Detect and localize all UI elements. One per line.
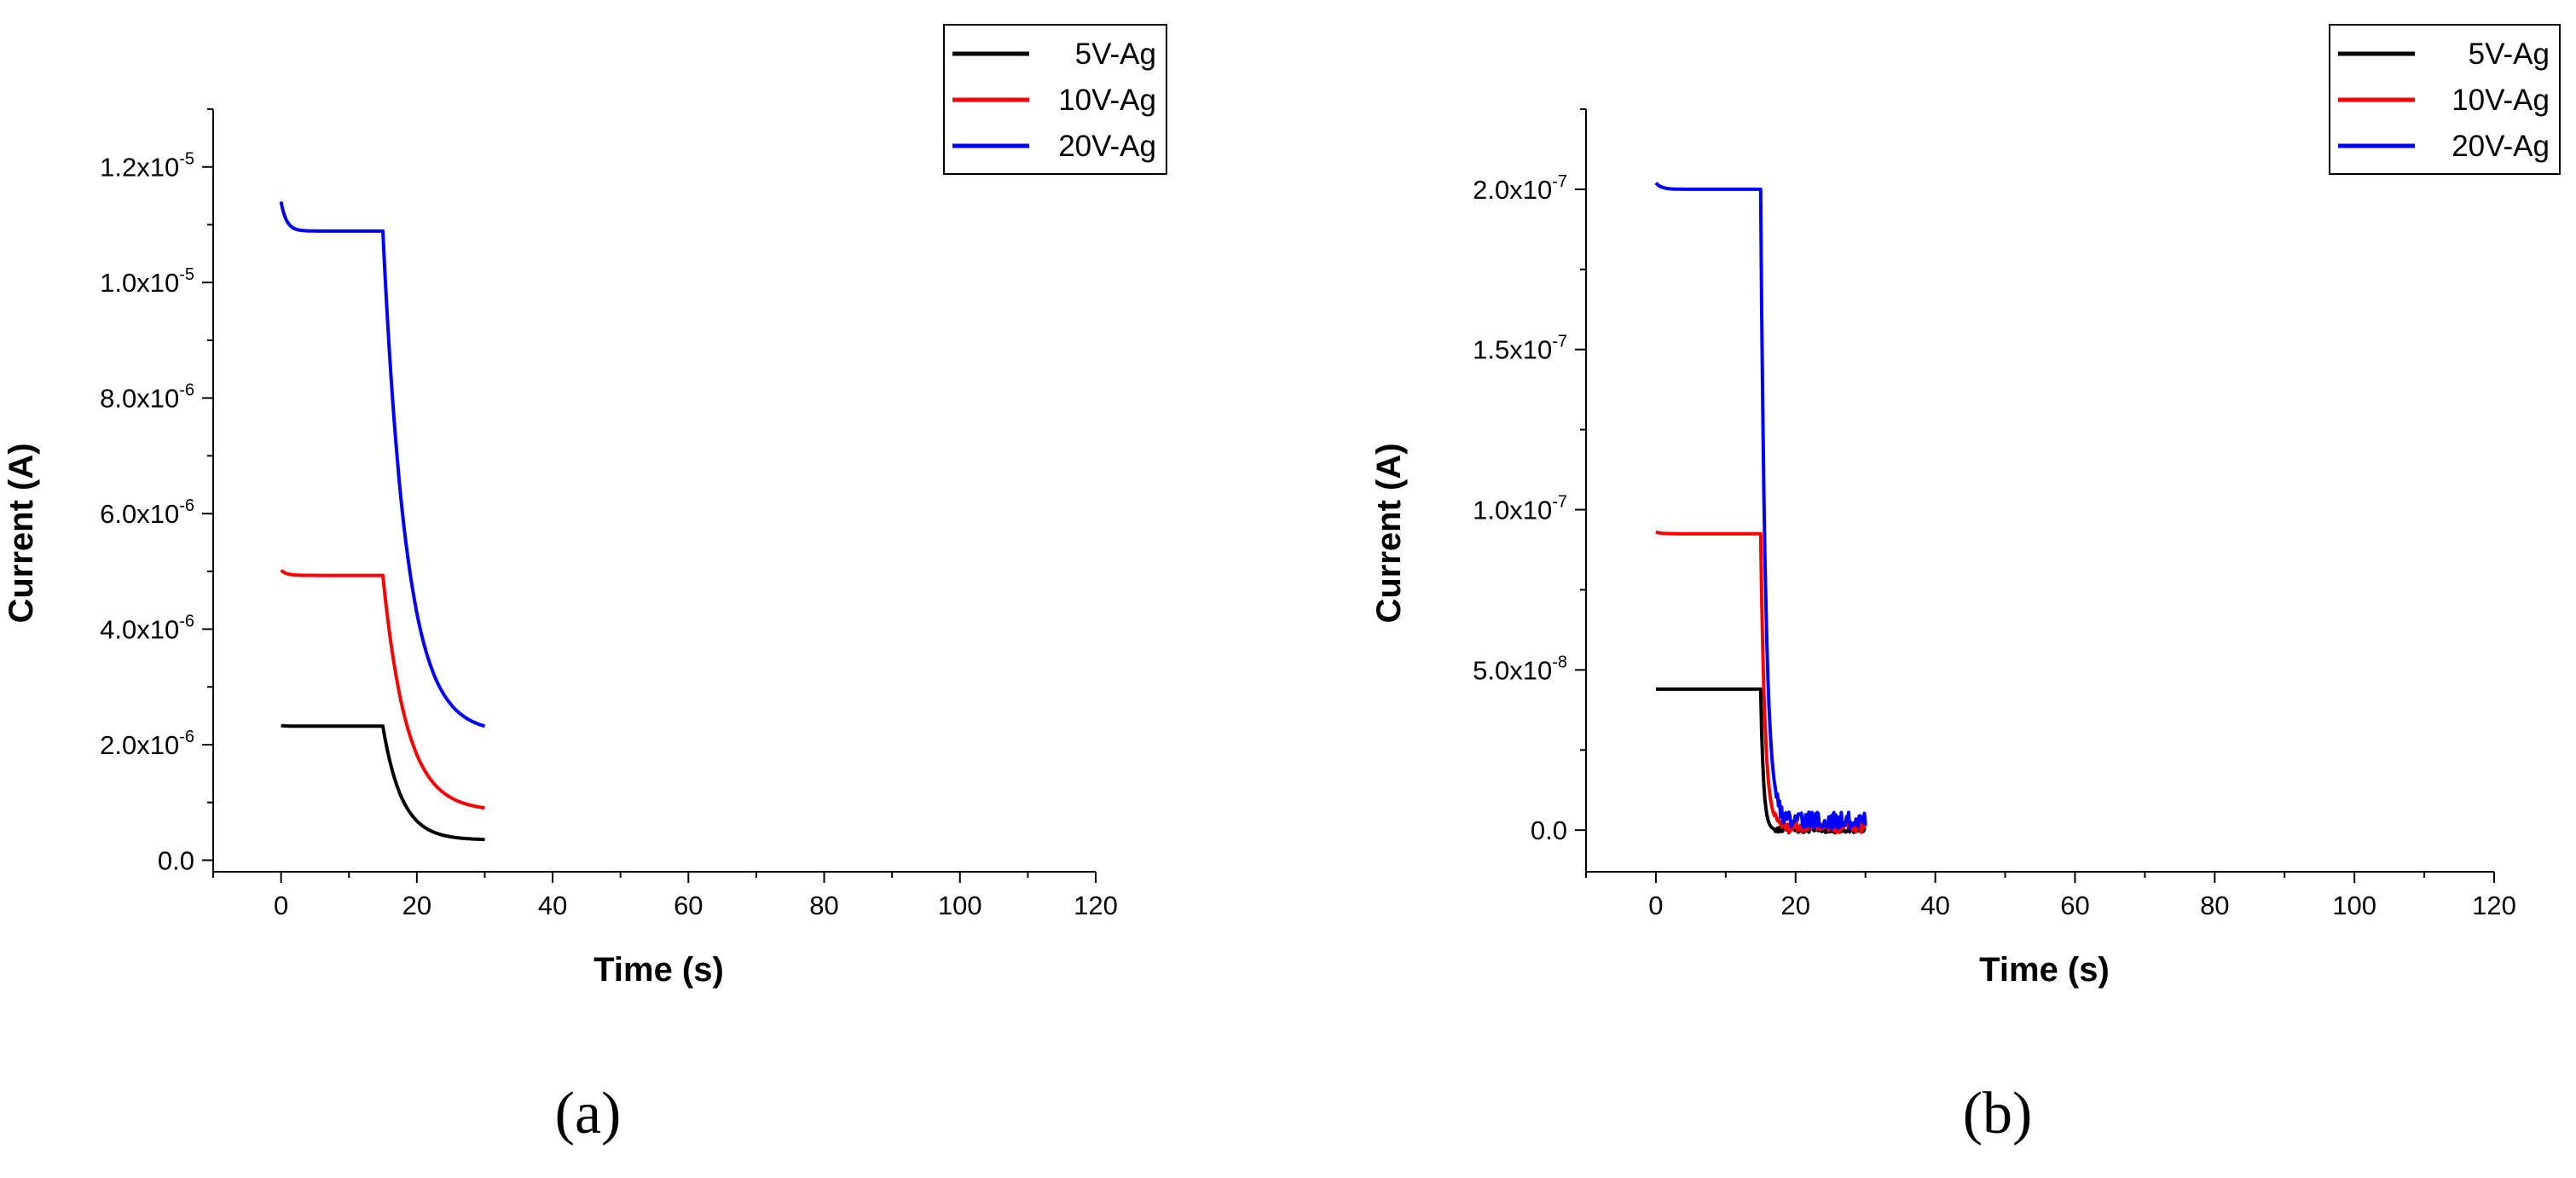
series-line-20v-ag (279, 201, 486, 728)
series-line-5v-ag (280, 723, 486, 842)
y-tick-label: 8.0x10-6 (100, 381, 194, 414)
legend-label: 5V-Ag (1075, 38, 1156, 71)
x-axis-title: Time (s) (593, 951, 724, 989)
chart-panel-a: 0 20 40 60 80 100 120 0.0 2.0x10-6 4.0x10-6 6.0x10… (3, 24, 1167, 1146)
x-tick-label: 100 (938, 891, 982, 920)
chart-panel-b: 0 20 40 60 80 100 120 0.0 5.0x10-8 1.0x10-7 1.5x10… (1370, 24, 2561, 1146)
y-tick-label: 0.0 (158, 845, 194, 875)
y-tick-label: 0.0 (1531, 815, 1567, 845)
series-line-20v-ag (1654, 181, 1867, 831)
x-tick-label: 40 (538, 891, 567, 920)
x-tick-label: 0 (274, 891, 288, 920)
legend-label: 10V-Ag (1058, 84, 1156, 117)
y-tick-label: 5.0x10-8 (1473, 653, 1567, 685)
y-tick-label: 1.0x10-5 (100, 265, 194, 298)
panel-label: (b) (1963, 1081, 2033, 1146)
panel-label: (a) (555, 1081, 622, 1146)
x-tick-label: 40 (1920, 891, 1949, 920)
y-tick-label: 1.2x10-5 (100, 150, 194, 183)
x-tick-label: 0 (1648, 891, 1663, 920)
y-tick-label: 4.0x10-6 (100, 612, 194, 645)
x-tick-label: 20 (1781, 891, 1810, 920)
series-line-10v-ag (280, 568, 486, 810)
x-tick-label: 80 (809, 891, 838, 920)
legend: 5V-Ag 10V-Ag 20V-Ag (943, 24, 1167, 175)
x-tick-label: 120 (1074, 891, 1118, 920)
series-line-5v-ag (1655, 687, 1867, 835)
x-tick-label: 60 (674, 891, 703, 920)
x-tick-label: 100 (2332, 891, 2376, 920)
legend-label: 20V-Ag (2452, 130, 2550, 163)
legend: 5V-Ag 10V-Ag 20V-Ag (2329, 24, 2561, 175)
y-tick-label: 2.0x10-7 (1473, 172, 1567, 205)
y-axis-title: Current (A) (3, 443, 40, 623)
y-tick-label: 1.5x10-7 (1473, 333, 1567, 365)
legend-label: 5V-Ag (2469, 38, 2550, 71)
legend-label: 20V-Ag (1058, 130, 1156, 163)
y-tick-label: 1.0x10-7 (1473, 493, 1567, 525)
x-tick-label: 80 (2200, 891, 2229, 920)
x-tick-label: 120 (2472, 891, 2516, 920)
y-tick-label: 2.0x10-6 (100, 728, 194, 760)
series-line-10v-ag (1655, 530, 1867, 834)
x-tick-label: 60 (2060, 891, 2089, 920)
y-tick-label: 6.0x10-6 (100, 496, 194, 529)
x-axis-title: Time (s) (1979, 951, 2110, 989)
legend-label: 10V-Ag (2452, 84, 2550, 117)
x-tick-label: 20 (402, 891, 431, 920)
y-axis-title: Current (A) (1370, 443, 1408, 623)
